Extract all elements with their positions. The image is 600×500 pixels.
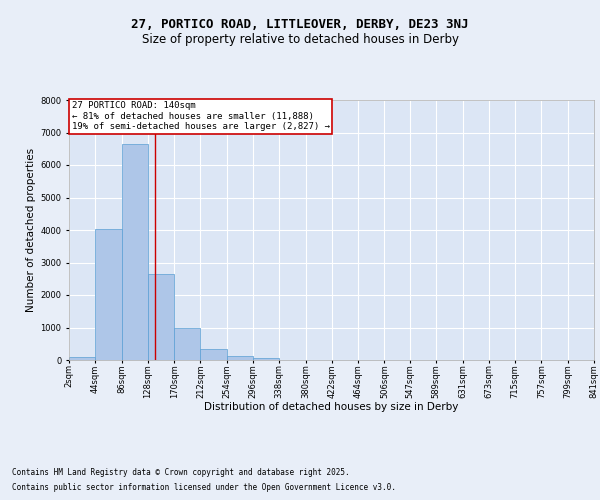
Text: 27 PORTICO ROAD: 140sqm
← 81% of detached houses are smaller (11,888)
19% of sem: 27 PORTICO ROAD: 140sqm ← 81% of detache… xyxy=(71,102,329,131)
Bar xyxy=(227,356,253,360)
Text: Contains HM Land Registry data © Crown copyright and database right 2025.: Contains HM Land Registry data © Crown c… xyxy=(12,468,350,477)
Text: Contains public sector information licensed under the Open Government Licence v3: Contains public sector information licen… xyxy=(12,483,396,492)
Bar xyxy=(69,358,95,360)
Bar xyxy=(95,230,122,360)
Y-axis label: Number of detached properties: Number of detached properties xyxy=(26,148,36,312)
Bar xyxy=(148,274,174,360)
Bar xyxy=(253,358,279,360)
Bar xyxy=(122,144,148,360)
Bar xyxy=(200,348,227,360)
X-axis label: Distribution of detached houses by size in Derby: Distribution of detached houses by size … xyxy=(205,402,458,412)
Bar xyxy=(174,328,200,360)
Text: Size of property relative to detached houses in Derby: Size of property relative to detached ho… xyxy=(142,32,458,46)
Text: 27, PORTICO ROAD, LITTLEOVER, DERBY, DE23 3NJ: 27, PORTICO ROAD, LITTLEOVER, DERBY, DE2… xyxy=(131,18,469,30)
